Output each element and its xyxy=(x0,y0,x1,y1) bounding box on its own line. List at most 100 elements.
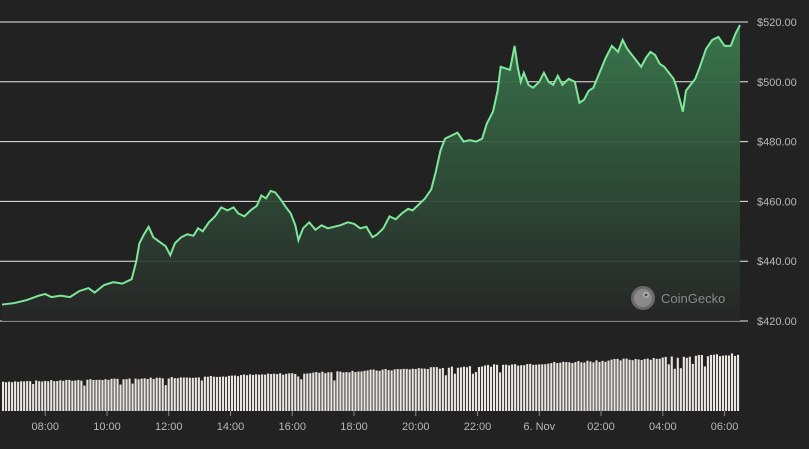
volume-bar xyxy=(456,367,459,411)
volume-bar xyxy=(556,363,559,411)
volume-bar xyxy=(170,377,173,411)
volume-bar xyxy=(553,361,556,411)
volume-bar xyxy=(161,378,164,411)
volume-bar xyxy=(480,366,484,411)
volume-bar xyxy=(523,365,526,411)
volume-bar xyxy=(267,373,270,411)
volume-bar xyxy=(486,364,490,411)
volume-bar xyxy=(691,363,694,411)
volume-bar xyxy=(86,379,89,411)
volume-bar xyxy=(98,379,101,411)
volume-bar xyxy=(670,356,673,411)
volume-bar xyxy=(568,362,571,411)
volume-bar xyxy=(279,373,282,411)
volume-bar xyxy=(613,358,616,411)
volume-bar xyxy=(625,358,628,411)
volume-bar xyxy=(369,369,372,411)
volume-bar xyxy=(182,377,185,411)
volume-bar xyxy=(444,375,447,411)
volume-bar xyxy=(258,374,261,411)
volume-bar xyxy=(637,359,640,411)
volume-bar xyxy=(233,375,237,411)
volume-bar xyxy=(68,379,71,411)
volume-bar xyxy=(598,362,601,411)
volume-bar xyxy=(125,379,128,411)
volume-bar xyxy=(661,357,664,411)
volume-bar xyxy=(270,374,273,411)
volume-bar xyxy=(149,377,152,411)
volume-bar xyxy=(74,380,77,411)
volume-bar xyxy=(303,373,306,411)
volume-bar xyxy=(706,356,709,411)
volume-bar xyxy=(152,378,155,411)
volume-bar xyxy=(80,380,83,411)
volume-bar xyxy=(384,369,387,411)
volume-bar xyxy=(718,356,722,411)
volume-bar xyxy=(631,360,634,411)
volume-bar xyxy=(92,379,95,411)
volume-bar xyxy=(730,353,734,411)
volume-bar xyxy=(65,379,68,411)
volume-bar xyxy=(230,375,234,411)
gecko-logo-icon xyxy=(631,286,655,310)
volume-bar xyxy=(56,381,59,411)
volume-bar xyxy=(38,381,41,411)
volume-bar xyxy=(318,372,321,411)
y-tick-label: $460.00 xyxy=(757,196,797,208)
volume-bar xyxy=(381,369,384,411)
watermark: CoinGecko xyxy=(631,286,725,310)
volume-bar xyxy=(592,362,595,411)
x-tick-label: 08:00 xyxy=(31,421,59,433)
volume-bar xyxy=(41,381,44,411)
volume-bar xyxy=(164,385,167,411)
volume-bar xyxy=(474,372,478,411)
volume-bar xyxy=(29,381,32,411)
volume-bar xyxy=(282,374,285,411)
volume-bar xyxy=(658,358,661,411)
volume-bar xyxy=(200,380,203,411)
volume-bar xyxy=(727,355,731,411)
volume-bar xyxy=(715,354,719,411)
volume-bar xyxy=(694,355,697,411)
x-tick-label: 04:00 xyxy=(649,421,677,433)
volume-bar xyxy=(511,364,514,411)
watermark-text: CoinGecko xyxy=(661,291,725,306)
volume-bar xyxy=(429,367,432,411)
volume-bar xyxy=(583,362,586,411)
volume-bar xyxy=(589,361,592,411)
volume-bar xyxy=(351,370,354,411)
volume-bar xyxy=(535,364,538,411)
volume-bar xyxy=(336,371,339,411)
volume-bar xyxy=(119,384,122,411)
volume-bar xyxy=(35,380,38,411)
volume-bar xyxy=(2,381,5,411)
volume-bar xyxy=(276,374,279,411)
volume-bar xyxy=(357,371,360,411)
x-tick-label: 16:00 xyxy=(278,421,306,433)
volume-bar xyxy=(417,368,420,411)
volume-bar xyxy=(11,382,14,411)
volume-bar xyxy=(565,362,568,411)
volume-bar xyxy=(203,376,206,411)
y-tick-label: $440.00 xyxy=(757,256,797,268)
volume-bar xyxy=(604,361,607,411)
volume-bar xyxy=(372,369,375,411)
volume-bar xyxy=(62,380,65,411)
volume-bar xyxy=(420,368,423,411)
volume-bars xyxy=(2,353,740,411)
volume-bar xyxy=(146,378,149,411)
x-tick-label: 02:00 xyxy=(587,421,615,433)
volume-bar xyxy=(571,363,574,411)
volume-bar xyxy=(580,362,583,411)
volume-bar xyxy=(502,364,505,411)
volume-bar xyxy=(441,367,444,411)
volume-bar xyxy=(550,363,553,411)
volume-bar xyxy=(559,362,562,411)
volume-bar xyxy=(465,367,468,411)
volume-bar xyxy=(517,365,520,411)
volume-bar xyxy=(236,376,240,411)
volume-bar xyxy=(128,378,131,411)
volume-bar xyxy=(167,378,170,411)
volume-bar xyxy=(71,380,74,411)
volume-bar xyxy=(312,372,315,411)
